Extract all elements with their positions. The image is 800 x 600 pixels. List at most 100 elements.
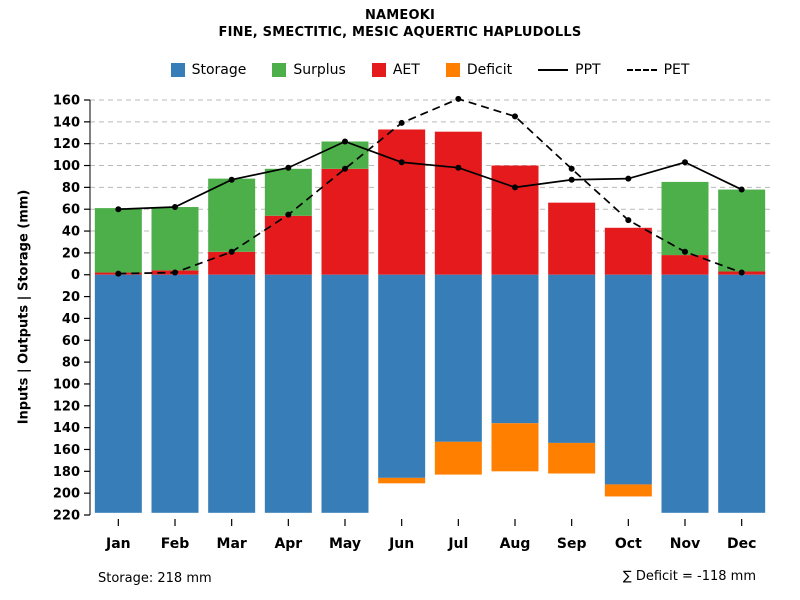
month-label: Mar <box>217 536 247 552</box>
y-tick-label: 80 <box>62 356 80 371</box>
pet-line <box>115 95 745 277</box>
surplus-bar <box>94 208 142 273</box>
month-label: Feb <box>161 536 190 552</box>
legend-item-ppt: PPT <box>538 62 601 78</box>
surplus-bar <box>661 181 709 256</box>
pet-line-point <box>568 165 575 172</box>
ppt-line-point <box>398 159 405 166</box>
pet-line-point <box>172 269 178 276</box>
legend-label-surplus: Surplus <box>293 62 346 78</box>
storage-legend-marker-icon <box>170 63 185 77</box>
y-axis: 2202001801601401201008060402002040608010… <box>53 94 91 524</box>
aet-bar <box>378 129 426 275</box>
aet-bar <box>604 227 652 275</box>
pet-line-point <box>398 119 405 126</box>
storage-bar <box>151 274 199 513</box>
y-tick-label: 0 <box>71 268 80 283</box>
storage-bar <box>208 274 256 513</box>
pet-line-point <box>738 269 745 276</box>
y-tick-label: 160 <box>53 94 80 109</box>
aet-bar <box>208 251 256 275</box>
y-tick-label: 60 <box>62 334 80 349</box>
month-label: May <box>329 536 361 552</box>
ppt-line-point <box>285 164 292 171</box>
pet-line-point <box>455 95 462 102</box>
chart-legend: Storage Surplus AET Deficit PPT PET <box>90 62 770 78</box>
y-tick-label: 40 <box>62 312 80 327</box>
ppt-line-point <box>455 164 462 171</box>
ppt-line-point <box>115 206 122 213</box>
ppt-line-point <box>682 159 688 166</box>
ppt-line-path <box>118 140 743 211</box>
ppt-line-point <box>512 184 518 191</box>
legend-label-ppt: PPT <box>575 62 601 78</box>
storage-bar <box>718 274 766 513</box>
pet-line-point <box>682 248 688 255</box>
storage-bar <box>491 274 539 424</box>
deficit-bar <box>548 442 596 474</box>
deficit-bar <box>491 423 539 472</box>
legend-label-storage: Storage <box>191 62 247 78</box>
surplus-bar <box>718 189 766 272</box>
month-label: Jan <box>105 536 131 552</box>
y-tick-label: 200 <box>53 487 80 502</box>
y-tick-label: 140 <box>53 421 80 436</box>
pet-legend-marker-icon <box>626 69 657 71</box>
deficit-bar <box>434 441 482 475</box>
deficit-bar <box>378 477 426 484</box>
storage-bar <box>378 274 426 478</box>
surplus-bar <box>264 168 312 216</box>
ppt-line-point <box>625 175 632 182</box>
surplus-bar <box>151 207 199 271</box>
pet-line-point <box>285 211 292 218</box>
chart-subtitle: FINE, SMECTITIC, MESIC AQUERTIC HAPLUDOL… <box>218 24 582 40</box>
month-label: Jun <box>388 536 414 552</box>
y-tick-label: 160 <box>53 443 80 458</box>
pet-line-point <box>228 248 235 255</box>
aet-bar <box>434 131 482 275</box>
y-tick-label: 120 <box>53 137 80 152</box>
pet-line-point <box>625 217 632 224</box>
y-tick-label: 20 <box>62 290 80 305</box>
aet-bar <box>661 255 709 275</box>
legend-label-deficit: Deficit <box>466 62 513 78</box>
legend-item-storage: Storage <box>170 62 247 78</box>
legend-label-pet: PET <box>663 62 690 78</box>
ppt-line-point <box>172 204 178 211</box>
pet-line-point <box>512 113 518 120</box>
y-tick-label: 20 <box>62 246 80 261</box>
month-label: Apr <box>274 536 302 552</box>
storage-bar <box>94 274 142 513</box>
legend-item-surplus: Surplus <box>272 62 346 78</box>
chart-title: NAMEOKI <box>364 8 436 23</box>
pet-line-point <box>342 165 348 172</box>
y-tick-label: 140 <box>53 115 80 130</box>
storage-bar <box>548 274 596 443</box>
legend-label-aet: AET <box>392 62 420 78</box>
month-label: Aug <box>500 536 531 552</box>
surplus-bar <box>208 178 256 252</box>
storage-bar <box>434 274 482 442</box>
y-tick-label: 180 <box>53 465 80 480</box>
aet-bar <box>548 202 596 275</box>
storage-bar <box>604 274 652 485</box>
month-label: Jul <box>447 536 468 552</box>
aet-bar <box>264 215 312 275</box>
month-label: Sep <box>557 536 587 552</box>
month-label: Oct <box>615 536 642 552</box>
y-tick-label: 100 <box>53 159 80 174</box>
legend-item-aet: AET <box>371 62 420 78</box>
surplus-legend-marker-icon <box>272 63 287 77</box>
storage-bar <box>661 274 709 513</box>
pet-line-point <box>115 270 122 277</box>
storage-bar <box>264 274 312 513</box>
y-tick-label: 220 <box>53 509 80 524</box>
y-tick-label: 60 <box>62 203 80 218</box>
ppt-line-point <box>228 176 235 183</box>
month-label: Nov <box>670 536 700 552</box>
pet-line-path <box>118 98 742 275</box>
deficit-bar <box>604 484 652 497</box>
aet-bar <box>321 168 369 275</box>
y-tick-label: 40 <box>62 225 80 240</box>
